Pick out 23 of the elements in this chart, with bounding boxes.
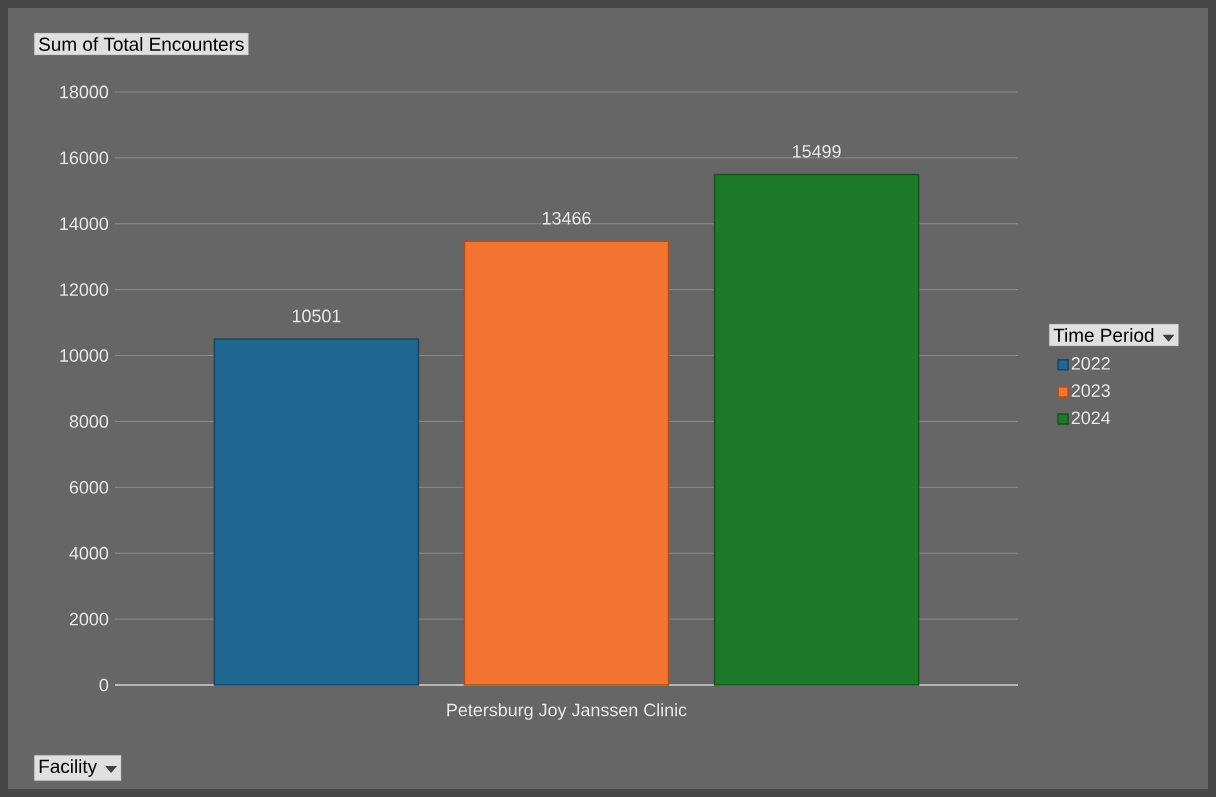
y-tick-label: 2000: [69, 612, 109, 626]
legend-title: Time Period: [1053, 328, 1154, 342]
y-tick-label: 4000: [69, 546, 109, 560]
y-tick-label: 0: [99, 678, 109, 692]
data-label: 10501: [292, 309, 341, 323]
y-axis-title: Sum of Total Encounters: [39, 37, 244, 51]
x-tick-label: Petersburg Joy Janssen Clinic: [447, 703, 687, 720]
y-tick-label: 16000: [60, 151, 109, 165]
data-label: 13466: [542, 211, 591, 225]
y-tick-label: 18000: [60, 85, 109, 99]
y-tick-label: 8000: [69, 415, 109, 428]
bar: [213, 338, 420, 686]
legend-label: 2024: [1071, 411, 1111, 425]
data-label: 15499: [793, 144, 841, 158]
x-axis-title: Facility: [39, 759, 98, 777]
y-tick-label: 14000: [60, 217, 109, 231]
y-tick-label: 6000: [69, 480, 109, 494]
legend-label: 2023: [1071, 384, 1110, 397]
legend-label: 2022: [1071, 357, 1110, 370]
bar: [713, 173, 920, 686]
bar: [463, 240, 670, 686]
y-tick-label: 10000: [60, 349, 109, 362]
y-tick-label: 12000: [60, 283, 109, 296]
